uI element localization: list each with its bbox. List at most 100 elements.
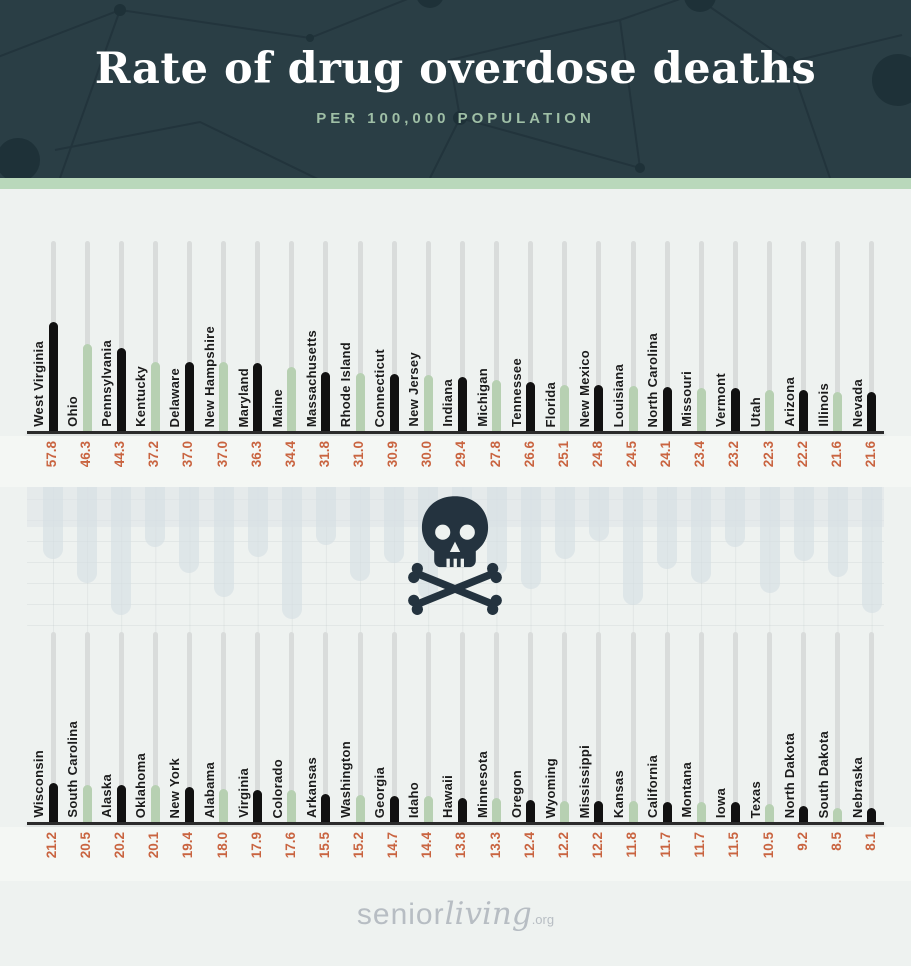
value-label-nebraska: 8.1	[862, 832, 878, 851]
value-label-kentucky: 37.2	[146, 441, 162, 468]
bar-track-illinois	[835, 241, 841, 433]
state-bar-alabama	[219, 789, 229, 824]
value-label-mississippi: 12.2	[589, 832, 605, 859]
green-divider	[0, 178, 911, 189]
state-bar-south-dakota	[833, 807, 843, 824]
bar-track-new-mexico	[596, 241, 602, 433]
state-label-missouri: Missouri	[679, 371, 695, 427]
value-label-wisconsin: 21.2	[44, 832, 59, 859]
bar-track-south-carolina	[84, 632, 90, 824]
state-label-virginia: Virginia	[235, 768, 251, 818]
value-label-pennsylvania: 44.3	[112, 441, 128, 468]
state-label-arizona: Arizona	[781, 377, 797, 427]
reflection-bar	[315, 487, 336, 545]
bar-track-iowa	[732, 632, 738, 824]
bar-track-florida	[562, 241, 568, 433]
bar-track-south-dakota	[835, 632, 841, 824]
bar-track-wyoming	[562, 632, 568, 824]
value-label-arizona: 22.2	[794, 441, 810, 468]
logo-text-org: .org	[531, 912, 555, 927]
reflection-bar	[384, 487, 405, 563]
state-bar-montana	[696, 801, 706, 824]
value-label-nevada: 21.6	[862, 441, 878, 468]
reflection-bar	[725, 487, 746, 547]
state-bar-colorado	[287, 790, 297, 824]
reflection-bar	[759, 487, 780, 593]
bar-track-wisconsin	[50, 632, 56, 824]
skull-crossbones-icon	[408, 496, 502, 615]
state-bar-illinois	[833, 391, 843, 433]
reflection-bar	[350, 487, 371, 581]
state-bar-kansas	[628, 801, 638, 824]
bar-track-north-carolina	[664, 241, 670, 433]
value-label-indiana: 29.4	[453, 441, 469, 468]
state-label-michigan: Michigan	[474, 368, 490, 427]
state-label-mississippi: Mississippi	[576, 744, 592, 818]
value-label-virginia: 17.9	[248, 832, 264, 859]
bar-track-alaska	[118, 632, 124, 824]
value-label-missouri: 23.4	[692, 441, 708, 468]
bottom-baseline	[27, 822, 884, 825]
state-bar-delaware	[184, 361, 194, 433]
state-label-massachusetts: Massachusetts	[303, 329, 319, 427]
state-label-north-dakota: North Dakota	[781, 732, 797, 818]
state-label-iowa: Iowa	[713, 787, 729, 818]
state-bar-california	[662, 801, 672, 824]
state-bar-maine	[287, 366, 297, 433]
value-label-maryland: 36.3	[248, 441, 264, 468]
state-bar-hawaii	[457, 797, 467, 824]
value-label-georgia: 14.7	[385, 832, 401, 859]
bar-track-ohio	[84, 241, 90, 433]
state-bar-arizona	[799, 390, 809, 433]
value-label-ohio: 46.3	[78, 441, 94, 468]
state-label-delaware: Delaware	[167, 367, 183, 428]
state-bar-new-hampshire	[219, 361, 229, 433]
state-bar-washington	[355, 794, 365, 824]
value-label-idaho: 14.4	[419, 832, 435, 859]
state-bar-utah	[765, 390, 775, 433]
bar-track-nebraska	[869, 632, 875, 824]
header: Rate of drug overdose deaths PER 100,000…	[0, 0, 911, 178]
state-bar-maryland	[253, 363, 263, 433]
state-label-utah: Utah	[747, 396, 763, 427]
value-label-new-jersey: 30.0	[419, 441, 435, 468]
value-label-wyoming: 12.2	[555, 832, 571, 859]
state-bar-north-carolina	[662, 386, 672, 433]
value-label-utah: 22.3	[760, 441, 776, 468]
bar-track-utah	[767, 241, 773, 433]
value-label-arkansas: 15.5	[316, 832, 332, 859]
bar-track-indiana	[459, 241, 465, 433]
value-label-vermont: 23.2	[726, 441, 742, 468]
bar-track-new-hampshire	[221, 241, 227, 433]
state-label-oklahoma: Oklahoma	[133, 752, 149, 818]
reflection-bar	[691, 487, 712, 583]
bar-track-idaho	[425, 632, 431, 824]
value-label-hawaii: 13.8	[453, 832, 469, 859]
state-bar-new-york	[184, 786, 194, 824]
bar-track-kansas	[630, 632, 636, 824]
bar-track-virginia	[255, 632, 261, 824]
reflection-bar	[247, 487, 268, 557]
state-label-new-york: New York	[167, 757, 183, 818]
state-label-texas: Texas	[747, 780, 763, 818]
value-label-texas: 10.5	[760, 832, 776, 859]
state-label-alabama: Alabama	[201, 761, 217, 818]
top-baseline	[27, 431, 884, 434]
state-label-new-jersey: New Jersey	[406, 352, 422, 427]
value-label-massachusetts: 31.8	[316, 441, 332, 468]
bar-track-kentucky	[152, 241, 158, 433]
reflection-bar	[520, 487, 541, 589]
state-label-arkansas: Arkansas	[303, 757, 319, 818]
state-label-georgia: Georgia	[372, 766, 388, 818]
state-bar-west-virginia	[48, 322, 58, 433]
reflection-bar	[43, 487, 63, 559]
state-bar-north-dakota	[799, 806, 809, 824]
network-nodes-pattern-icon	[0, 0, 911, 178]
state-bar-virginia	[253, 789, 263, 824]
state-label-pennsylvania: Pennsylvania	[99, 340, 115, 427]
bar-track-arizona	[801, 241, 807, 433]
state-label-nevada: Nevada	[849, 378, 865, 427]
page-subtitle: PER 100,000 POPULATION	[316, 110, 595, 127]
value-label-louisiana: 24.5	[624, 441, 640, 468]
